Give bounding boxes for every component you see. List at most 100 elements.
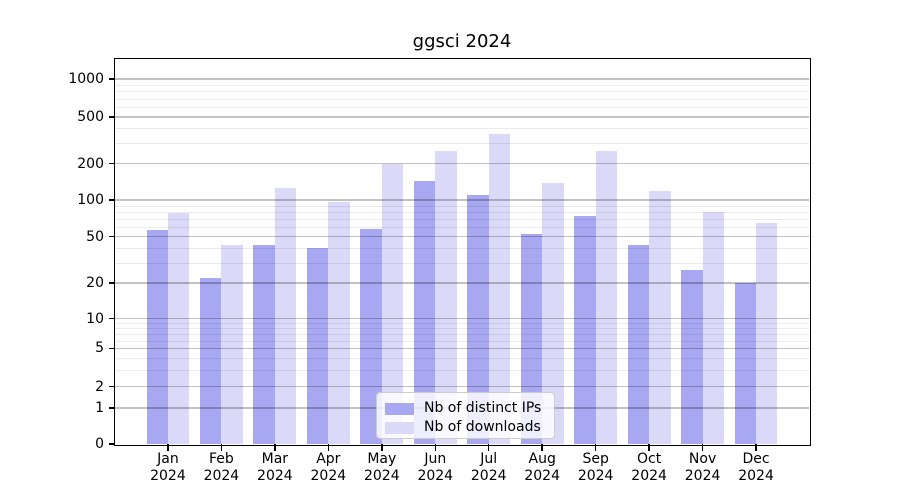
gridline-minor-60 (115, 226, 809, 228)
gridline-minor-9 (115, 323, 809, 325)
x-tick-month-apr: Apr (316, 451, 341, 467)
x-tick-month-feb: Feb (208, 451, 234, 467)
gridline-major-100 (115, 199, 809, 201)
x-tick-month-nov: Nov (688, 451, 717, 467)
legend-swatch-downloads (385, 421, 414, 434)
y-tick-200 (108, 162, 115, 165)
y-tick-2 (108, 385, 115, 388)
x-tick-jan (167, 444, 169, 451)
x-tick-may (381, 444, 383, 451)
gridline-minor-40 (115, 247, 809, 249)
chart-title: ggsci 2024 (412, 31, 512, 52)
bar-nb-of-downloads-nov (702, 211, 724, 444)
x-tick-jul (487, 444, 490, 451)
x-tick-year-may: 2024 (363, 467, 400, 484)
bar-nb-of-downloads-oct (649, 191, 671, 444)
x-tick-mar (274, 444, 276, 451)
gridline-minor-80 (115, 211, 809, 213)
bar-nb-of-distinct-ips-may (360, 228, 382, 444)
x-tick-year-feb: 2024 (203, 467, 240, 484)
y-tick-500 (108, 116, 115, 118)
bar-nb-of-downloads-mar (274, 187, 297, 444)
gridline-major-5 (115, 347, 809, 350)
x-tick-feb (220, 444, 223, 451)
gridline-minor-800 (115, 91, 809, 93)
legend-label-distinct-ips: Nb of distinct IPs (424, 400, 542, 416)
x-tick-jun (434, 444, 437, 451)
legend: Nb of distinct IPs Nb of downloads (376, 392, 555, 439)
gridline-minor-4 (115, 357, 809, 359)
bar-nb-of-distinct-ips-feb (200, 278, 222, 444)
x-tick-year-apr: 2024 (310, 467, 347, 484)
x-tick-month-mar: Mar (261, 451, 289, 467)
x-tick-label-aug: Aug 2024 (500, 451, 584, 484)
x-tick-aug (541, 444, 543, 451)
gridline-minor-600 (115, 107, 809, 109)
legend-item-downloads: Nb of downloads (385, 418, 546, 437)
bar-nb-of-downloads-aug (542, 182, 564, 444)
x-tick-month-jun: Jun (424, 451, 447, 467)
gridline-minor-70 (115, 218, 809, 220)
x-tick-sep (594, 444, 597, 451)
x-tick-year-sep: 2024 (577, 467, 614, 484)
gridline-minor-6 (115, 340, 809, 342)
x-tick-oct (648, 444, 650, 451)
gridline-major-200 (115, 162, 809, 165)
x-tick-label-dec: Dec 2024 (714, 451, 798, 484)
y-tick-label-1: 1 (95, 400, 104, 416)
gridline-major-500 (115, 116, 809, 118)
x-tick-label-oct: Oct 2024 (607, 451, 691, 484)
x-tick-month-dec: Dec (742, 451, 770, 467)
plot-area (115, 59, 809, 444)
x-tick-month-jul: Jul (480, 451, 498, 467)
x-tick-label-mar: Mar 2024 (233, 451, 317, 484)
bar-nb-of-distinct-ips-jan (146, 229, 168, 444)
y-tick-10 (108, 317, 115, 320)
x-tick-apr (327, 444, 330, 451)
gridline-minor-30 (115, 262, 809, 264)
x-tick-year-jan: 2024 (150, 467, 186, 484)
gridline-minor-900 (115, 84, 809, 86)
y-tick-100 (108, 199, 115, 201)
x-tick-year-nov: 2024 (684, 467, 721, 484)
bar-nb-of-distinct-ips-mar (253, 245, 275, 444)
y-tick-label-10: 10 (86, 310, 104, 327)
legend-item-distinct-ips: Nb of distinct IPs (385, 399, 546, 418)
y-tick-1 (108, 407, 115, 409)
x-tick-label-nov: Nov 2024 (661, 451, 745, 484)
gridline-major-1000 (115, 78, 809, 80)
x-tick-label-feb: Feb 2024 (179, 451, 263, 484)
gridline-major-2 (115, 386, 809, 388)
x-tick-year-aug: 2024 (524, 467, 560, 484)
bar-nb-of-distinct-ips-apr (306, 247, 329, 444)
y-tick-label-1000: 1000 (68, 71, 104, 88)
gridline-minor-300 (115, 143, 809, 145)
y-tick-label-2: 2 (95, 378, 104, 395)
x-tick-label-jun: Jun 2024 (393, 451, 477, 484)
gridline-minor-90 (115, 205, 809, 207)
legend-label-downloads: Nb of downloads (424, 419, 541, 435)
x-tick-year-jul: 2024 (470, 467, 507, 484)
bar-nb-of-downloads-jun (435, 150, 457, 444)
x-tick-label-may: May 2024 (340, 451, 424, 484)
gridline-minor-7 (115, 333, 809, 335)
x-tick-month-sep: Sep (582, 451, 609, 467)
y-tick-label-500: 500 (77, 109, 104, 126)
y-tick-label-100: 100 (77, 192, 104, 209)
gridline-major-20 (115, 282, 809, 284)
gridline-minor-700 (115, 98, 809, 100)
y-tick-label-5: 5 (95, 340, 104, 357)
y-tick-label-50: 50 (86, 228, 104, 245)
gridline-major-10 (115, 317, 809, 320)
x-tick-year-mar: 2024 (257, 467, 293, 484)
gridline-minor-3 (115, 369, 809, 371)
x-tick-dec (755, 444, 757, 451)
gridline-major-50 (115, 235, 809, 238)
y-tick-label-200: 200 (77, 155, 104, 172)
x-tick-label-sep: Sep 2024 (554, 451, 638, 484)
bar-nb-of-downloads-sep (595, 150, 618, 444)
bar-nb-of-downloads-feb (221, 245, 243, 444)
x-tick-label-jan: Jan 2024 (126, 451, 210, 484)
x-tick-month-jan: Jan (157, 451, 179, 467)
